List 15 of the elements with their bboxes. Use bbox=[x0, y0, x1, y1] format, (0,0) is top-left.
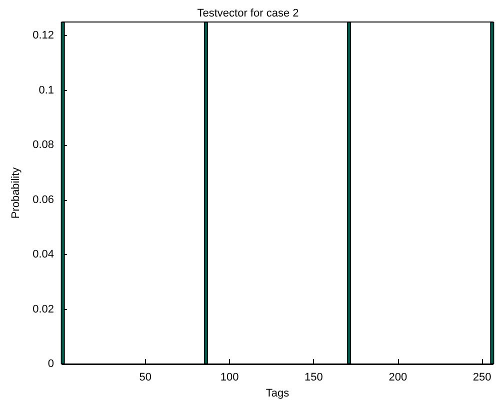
y-tick-label: 0.1 bbox=[38, 84, 54, 96]
x-axis-title: Tags bbox=[266, 387, 290, 400]
x-tick-label: 50 bbox=[139, 372, 152, 384]
y-tick-label: 0.12 bbox=[32, 30, 54, 42]
x-tick-label: 250 bbox=[472, 372, 492, 384]
y-tick-label: 0.06 bbox=[32, 194, 54, 206]
y-tick-label: 0.04 bbox=[32, 248, 54, 261]
y-tick-label: 0 bbox=[48, 358, 54, 370]
x-tick-label: 100 bbox=[220, 372, 239, 384]
chart-title: Testvector for case 2 bbox=[197, 8, 299, 20]
x-tick-label: 150 bbox=[304, 372, 323, 384]
y-tick-label: 0.02 bbox=[32, 303, 54, 316]
y-axis-title: Probability bbox=[10, 166, 22, 219]
x-tick-label: 200 bbox=[388, 372, 408, 384]
y-tick-label: 0.08 bbox=[32, 139, 54, 152]
